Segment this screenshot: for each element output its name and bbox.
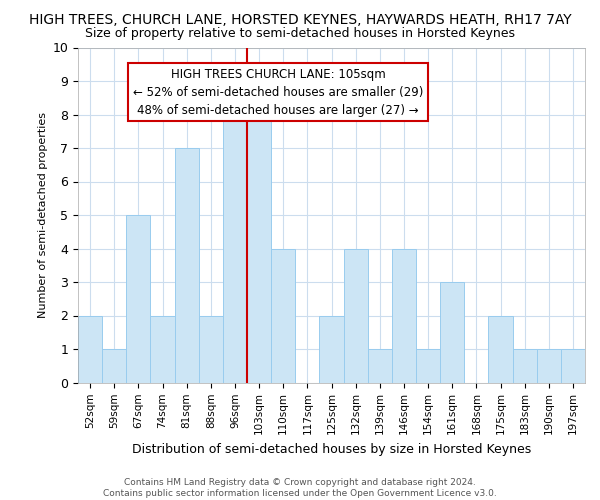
Bar <box>126 215 151 382</box>
Bar <box>537 349 561 382</box>
Bar <box>440 282 464 382</box>
Bar <box>392 248 416 382</box>
Bar <box>151 316 175 382</box>
Bar <box>175 148 199 382</box>
Bar <box>368 349 392 382</box>
Bar <box>512 349 537 382</box>
Bar <box>271 248 295 382</box>
Bar <box>247 114 271 382</box>
Bar <box>78 316 102 382</box>
Bar <box>102 349 126 382</box>
Text: HIGH TREES, CHURCH LANE, HORSTED KEYNES, HAYWARDS HEATH, RH17 7AY: HIGH TREES, CHURCH LANE, HORSTED KEYNES,… <box>29 12 571 26</box>
Text: HIGH TREES CHURCH LANE: 105sqm
← 52% of semi-detached houses are smaller (29)
48: HIGH TREES CHURCH LANE: 105sqm ← 52% of … <box>133 68 424 116</box>
Text: Contains HM Land Registry data © Crown copyright and database right 2024.
Contai: Contains HM Land Registry data © Crown c… <box>103 478 497 498</box>
Bar <box>344 248 368 382</box>
Bar <box>319 316 344 382</box>
Text: Size of property relative to semi-detached houses in Horsted Keynes: Size of property relative to semi-detach… <box>85 28 515 40</box>
X-axis label: Distribution of semi-detached houses by size in Horsted Keynes: Distribution of semi-detached houses by … <box>132 442 531 456</box>
Bar <box>561 349 585 382</box>
Bar <box>488 316 512 382</box>
Y-axis label: Number of semi-detached properties: Number of semi-detached properties <box>38 112 48 318</box>
Bar <box>416 349 440 382</box>
Bar <box>223 114 247 382</box>
Bar <box>199 316 223 382</box>
